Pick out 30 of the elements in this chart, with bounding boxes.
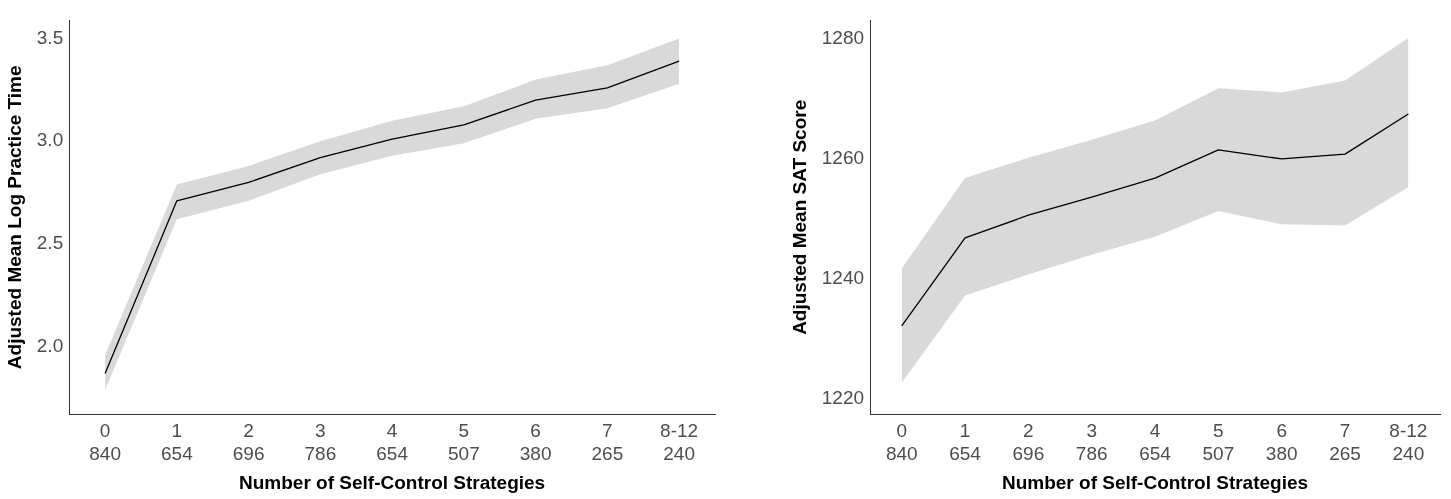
x-tick-label: 3 786	[304, 420, 337, 465]
y-tick-label: 2.0	[36, 335, 64, 357]
y-axis-title: Adjusted Mean Log Practice Time	[3, 65, 25, 370]
x-tick-label: 2 696	[232, 420, 265, 465]
y-tick-label: 3.0	[36, 129, 64, 151]
x-tick-label: 2 696	[1012, 420, 1045, 465]
x-tick-label: 0 840	[89, 420, 121, 465]
x-tick-label: 4 654	[1139, 420, 1172, 465]
y-tick-label: 2.5	[36, 232, 64, 254]
x-axis-title: Number of Self-Control Strategies	[1001, 471, 1309, 493]
y-tick-label: 1260	[821, 147, 865, 169]
y-tick-label: 1220	[821, 386, 865, 408]
y-tick-label: 3.5	[36, 26, 64, 48]
x-tick-label: 5 507	[448, 420, 480, 465]
x-tick-label: 8-12 240	[660, 420, 699, 465]
y-axis-title: Adjusted Mean SAT Score	[788, 99, 810, 335]
x-tick-label: 3 786	[1075, 420, 1108, 465]
x-tick-label: 7 265	[591, 420, 624, 465]
y-tick-label: 1280	[821, 27, 865, 49]
x-tick-label: 5 507	[1202, 420, 1235, 465]
x-tick-label: 6 380	[1265, 420, 1298, 465]
x-tick-label: 7 265	[1329, 420, 1361, 465]
x-tick-label: 1 654	[949, 420, 982, 465]
x-tick-label: 6 380	[519, 420, 552, 465]
x-tick-label: 4 654	[376, 420, 409, 465]
x-tick-label: 1 654	[160, 420, 194, 465]
y-tick-label: 1240	[821, 266, 865, 288]
x-tick-label: 0 840	[885, 420, 918, 465]
x-tick-label: 8-12 240	[1389, 420, 1428, 465]
x-axis-title: Number of Self-Control Strategies	[239, 471, 546, 493]
